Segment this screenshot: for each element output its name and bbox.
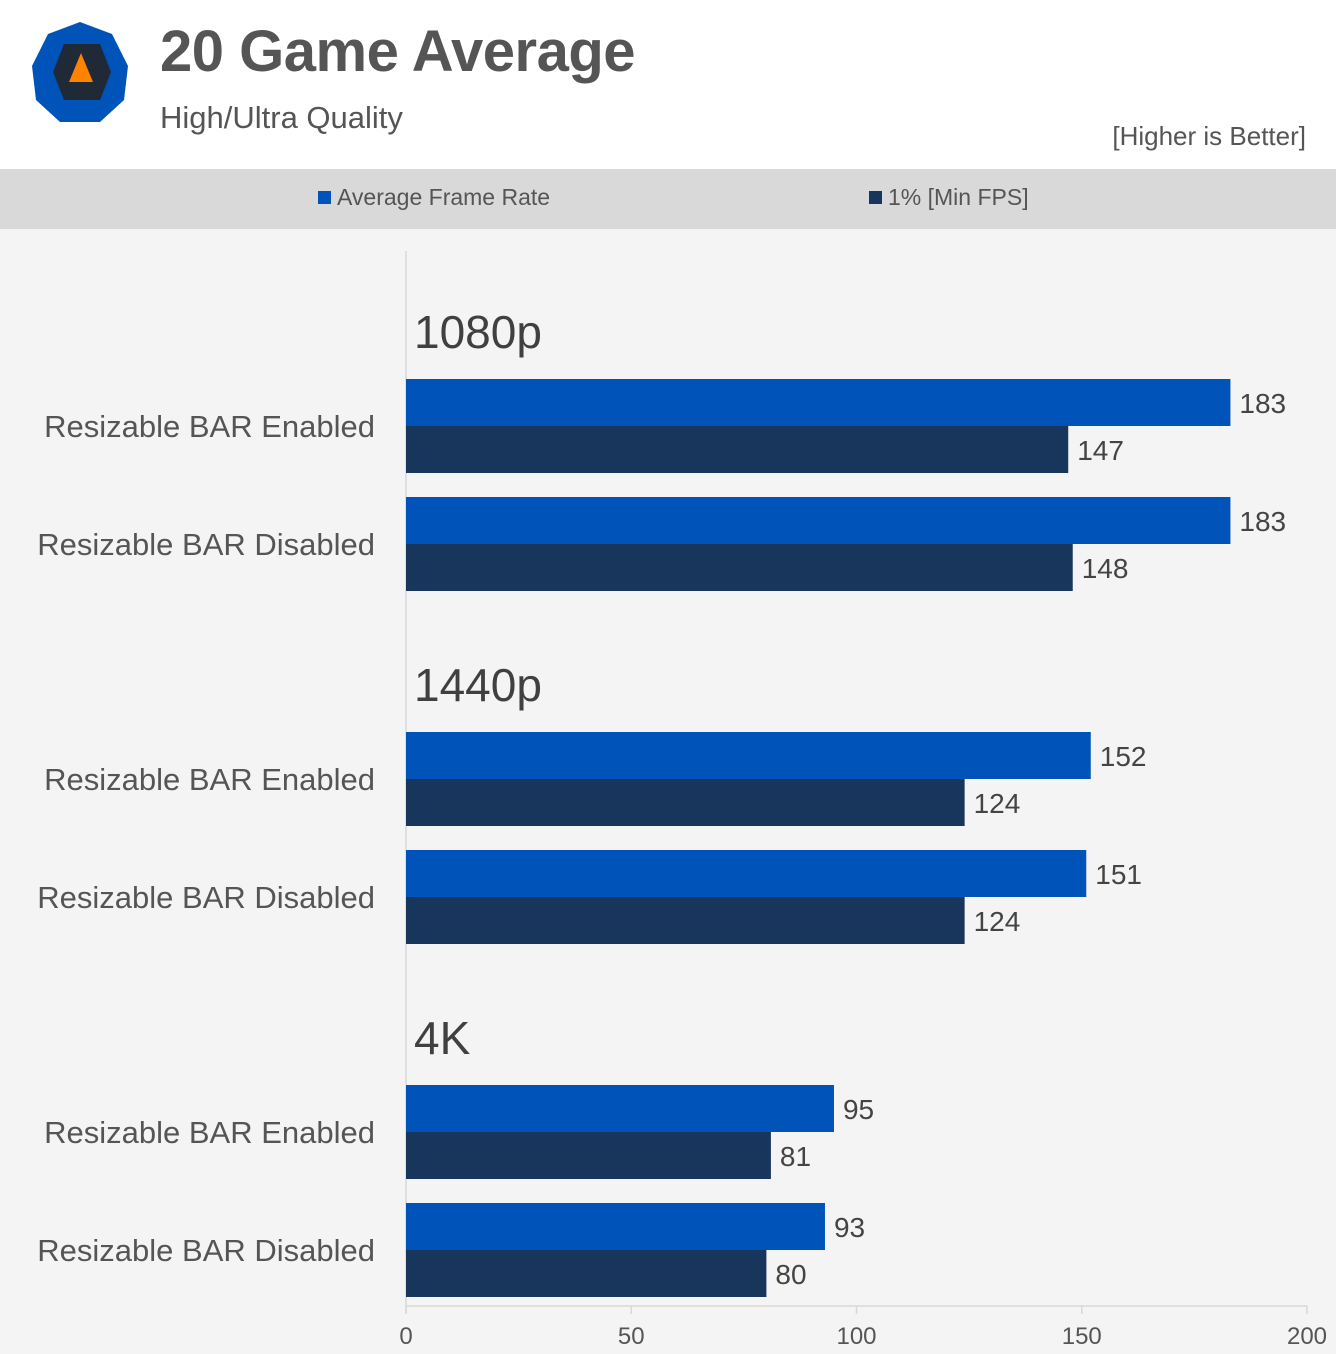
bar-value-label: 151 — [1095, 859, 1142, 890]
legend-item-average: Average Frame Rate — [318, 184, 550, 211]
bar-value-label: 152 — [1100, 741, 1147, 772]
bar-value-label: 183 — [1239, 506, 1286, 537]
logo-triangle — [69, 53, 93, 82]
legend-swatch-average — [318, 191, 331, 204]
bar-average-frame-rate — [406, 379, 1231, 426]
bar-min-fps — [406, 426, 1069, 473]
x-tick-label: 150 — [1062, 1323, 1102, 1350]
category-label: Resizable BAR Disabled — [37, 880, 375, 915]
bar-value-label: 148 — [1082, 553, 1129, 584]
techspot-logo-icon — [32, 22, 128, 122]
bar-average-frame-rate — [406, 497, 1231, 544]
legend: Average Frame Rate 1% [Min FPS] — [0, 169, 1336, 229]
bar-value-label: 80 — [775, 1259, 806, 1290]
higher-is-better-note: [Higher is Better] — [1112, 121, 1306, 151]
category-label: Resizable BAR Disabled — [37, 527, 375, 562]
x-tick-label: 100 — [836, 1323, 876, 1350]
bar-min-fps — [406, 779, 965, 826]
category-label: Resizable BAR Enabled — [44, 409, 375, 444]
bar-value-label: 183 — [1239, 388, 1286, 419]
bar-average-frame-rate — [406, 1203, 825, 1250]
x-tick-label: 50 — [618, 1323, 645, 1350]
chart-header: 20 Game Average High/Ultra Quality [High… — [0, 0, 1336, 168]
plot-area: 0 50 100 150 200 1080p Resizable BAR Enabled 18… — [0, 229, 1336, 1354]
legend-label-min-fps: 1% [Min FPS] — [888, 184, 1029, 210]
bar-value-label: 124 — [974, 788, 1021, 819]
legend-label-average: Average Frame Rate — [337, 184, 551, 210]
category-label: Resizable BAR Enabled — [44, 1115, 375, 1150]
legend-swatch-min-fps — [869, 191, 882, 204]
x-tick-label: 200 — [1287, 1323, 1327, 1350]
bar-min-fps — [406, 1250, 767, 1297]
bar-value-label: 81 — [780, 1141, 811, 1172]
category-label: Resizable BAR Disabled — [37, 1233, 375, 1268]
chart-title: 20 Game Average — [160, 19, 636, 84]
group-label-1440p: 1440p — [414, 659, 542, 711]
bar-value-label: 93 — [834, 1212, 865, 1243]
bar-min-fps — [406, 1132, 771, 1179]
bar-average-frame-rate — [406, 732, 1091, 779]
x-tick-label: 0 — [399, 1323, 412, 1350]
bar-chart: 0 50 100 150 200 1080p Resizable BAR Enabled 18… — [37, 251, 1327, 1350]
bar-min-fps — [406, 544, 1073, 591]
chart-subtitle: High/Ultra Quality — [160, 100, 403, 135]
legend-item-min-fps: 1% [Min FPS] — [869, 184, 1029, 211]
group-label-4k: 4K — [414, 1012, 471, 1064]
bar-value-label: 95 — [843, 1094, 874, 1125]
group-label-1080p: 1080p — [414, 306, 542, 358]
bar-average-frame-rate — [406, 1085, 834, 1132]
bar-value-label: 147 — [1077, 435, 1124, 466]
bar-value-label: 124 — [974, 906, 1021, 937]
bar-min-fps — [406, 897, 965, 944]
category-label: Resizable BAR Enabled — [44, 762, 375, 797]
bar-average-frame-rate — [406, 850, 1087, 897]
